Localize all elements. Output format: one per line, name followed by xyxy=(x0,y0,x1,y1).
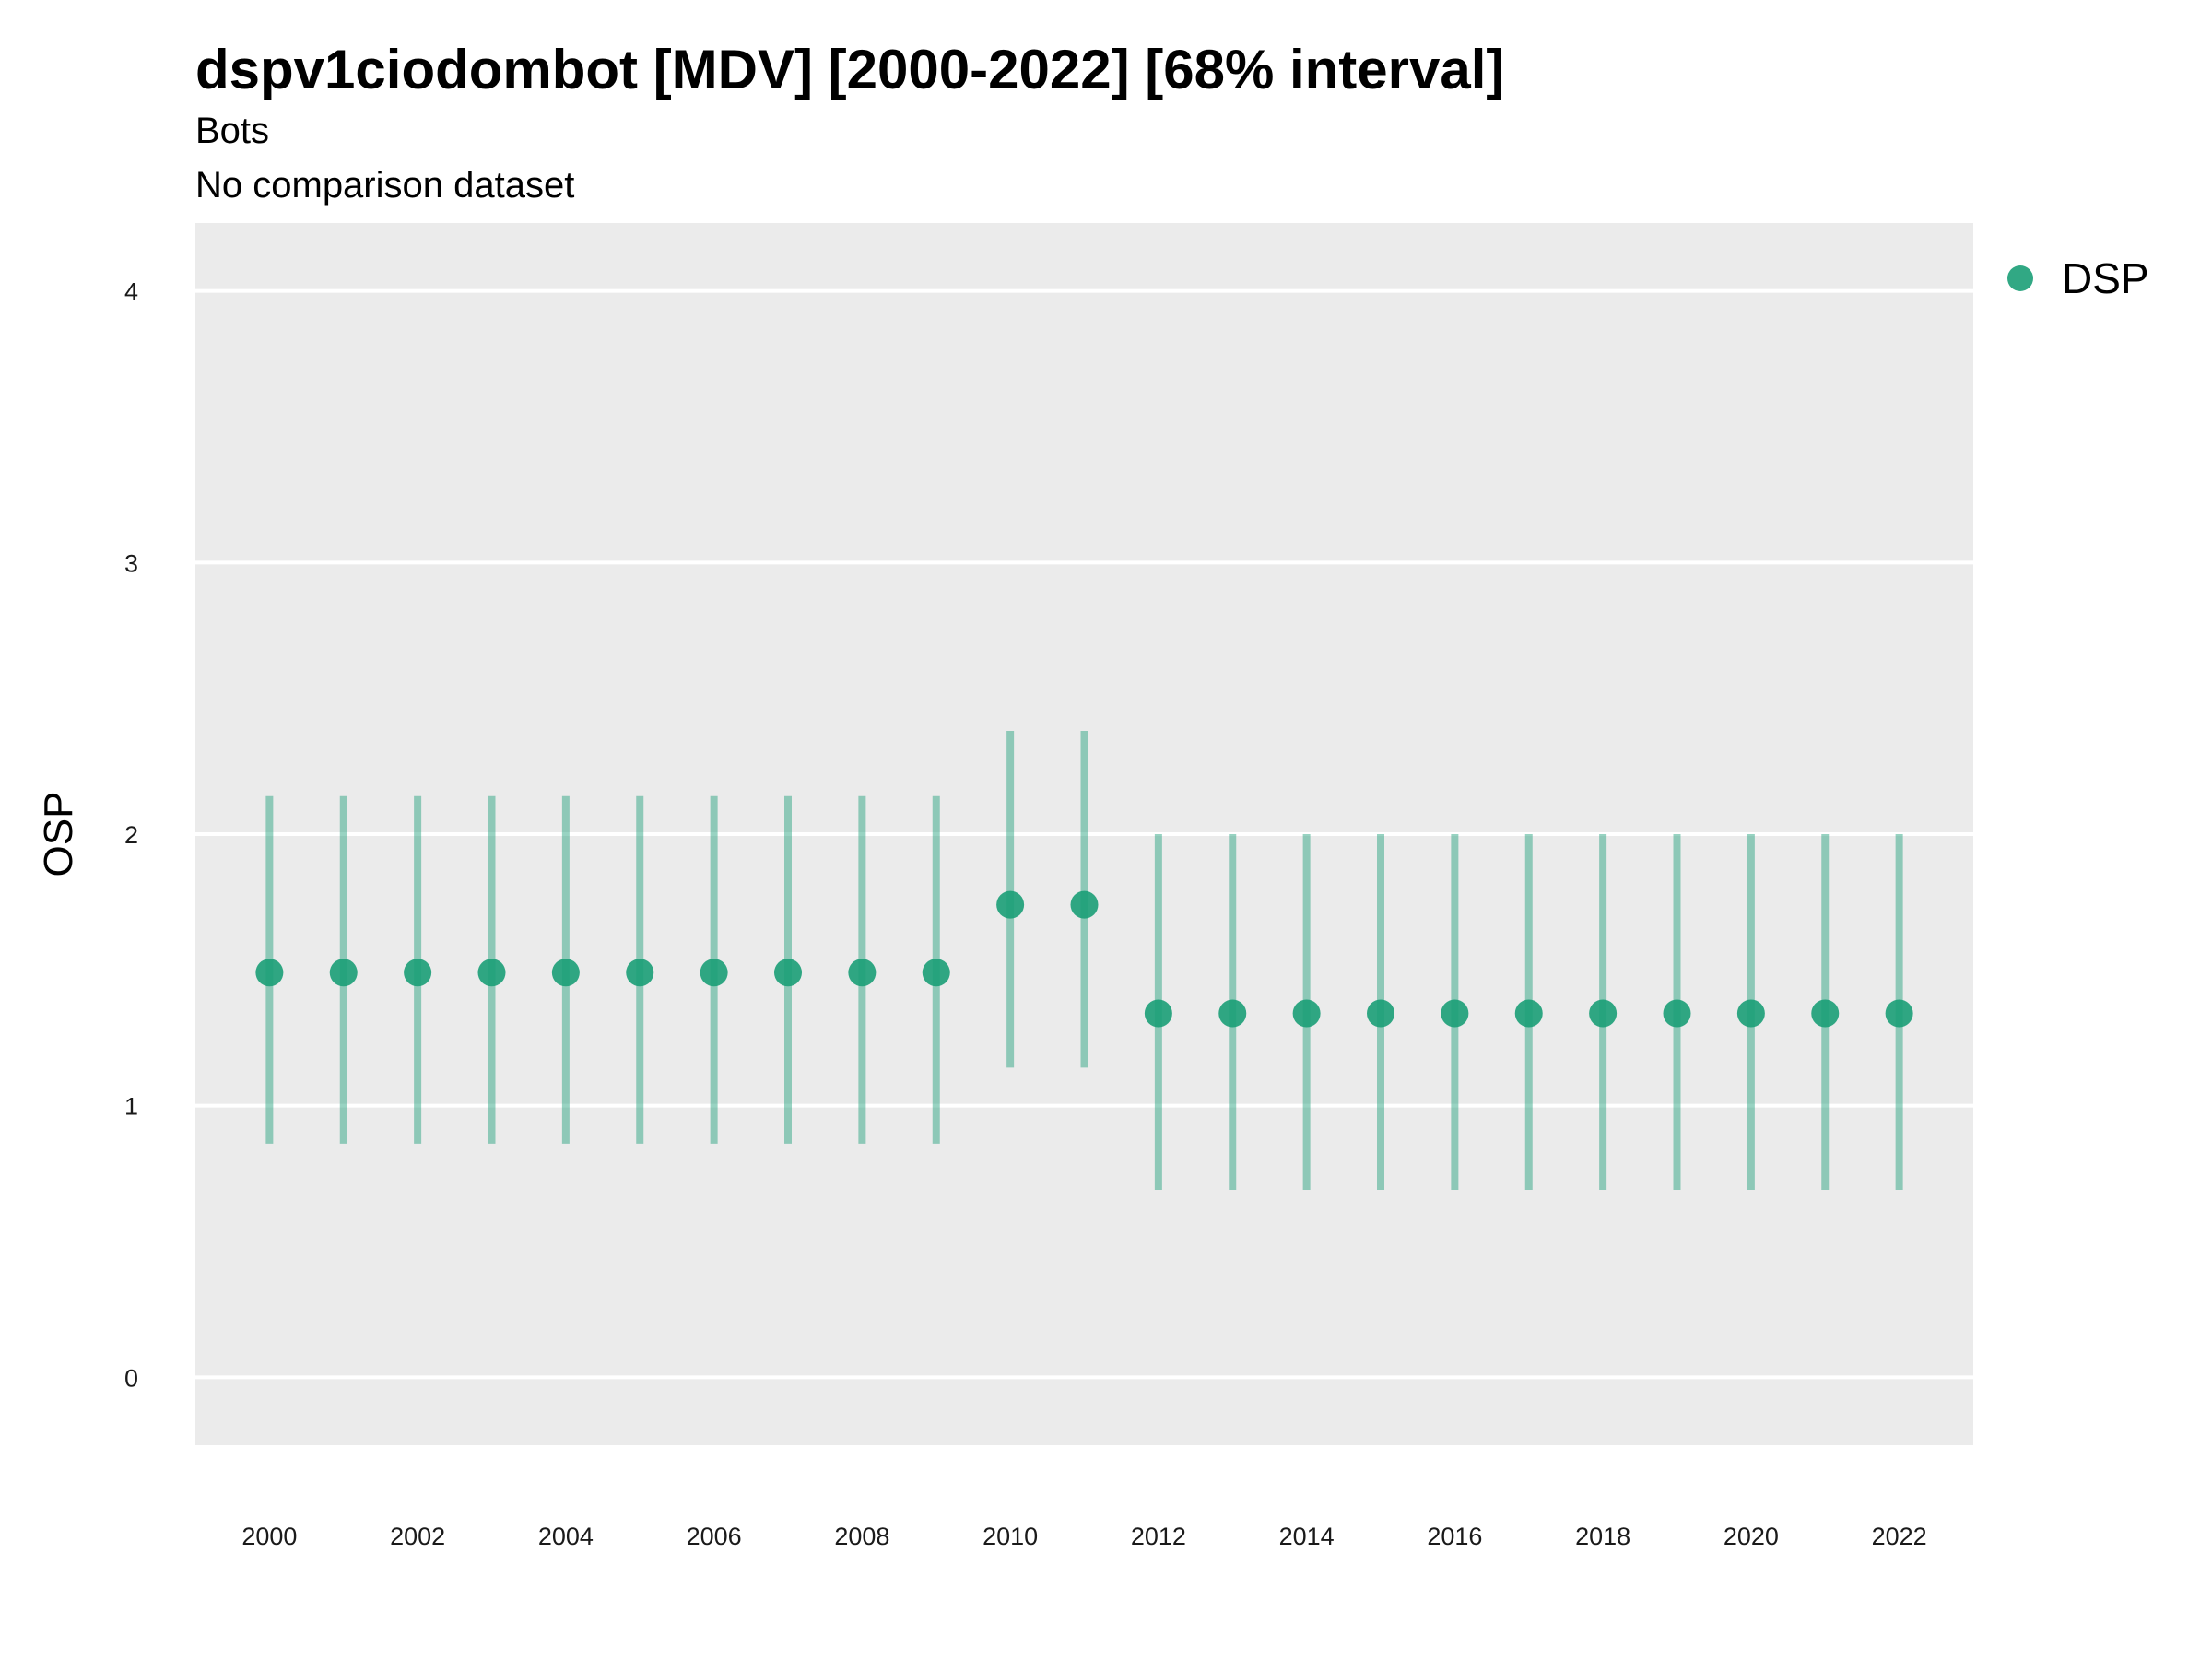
chart-subtitle-line-1: Bots xyxy=(195,111,269,151)
data-point xyxy=(255,959,284,987)
x-tick-label: 2004 xyxy=(538,1523,594,1550)
data-point xyxy=(700,959,728,987)
y-axis-ticks: 0 1 2 3 4 xyxy=(124,278,138,1393)
x-tick-label: 2022 xyxy=(1872,1523,1927,1550)
data-point xyxy=(1441,999,1469,1028)
data-point xyxy=(1589,999,1618,1028)
y-tick-label: 2 xyxy=(124,821,138,849)
gridlines xyxy=(195,288,1973,1380)
x-tick-label: 2020 xyxy=(1724,1523,1779,1550)
data-point xyxy=(1367,999,1394,1028)
legend-swatch-dsp xyxy=(2007,265,2033,291)
y-axis-title: OSP xyxy=(36,792,81,877)
data-point xyxy=(774,959,802,987)
x-tick-label: 2000 xyxy=(241,1523,297,1550)
data-point xyxy=(329,959,358,987)
y-tick-label: 3 xyxy=(124,549,138,577)
x-tick-label: 2002 xyxy=(390,1523,445,1550)
data-point xyxy=(1292,999,1321,1028)
data-point xyxy=(1663,999,1691,1028)
x-axis-ticks: 2000 2002 2004 2006 2008 2010 2012 2014 2016 2018… xyxy=(241,1523,1926,1550)
x-tick-label: 2014 xyxy=(1279,1523,1335,1550)
legend: DSP xyxy=(2007,254,2149,302)
data-point xyxy=(477,959,506,987)
data-marks xyxy=(255,731,1913,1191)
x-tick-label: 2006 xyxy=(687,1523,742,1550)
data-point xyxy=(1144,999,1172,1028)
data-point xyxy=(996,890,1025,919)
data-point xyxy=(1514,999,1543,1028)
x-tick-label: 2010 xyxy=(982,1523,1038,1550)
data-point xyxy=(626,959,654,987)
x-tick-label: 2018 xyxy=(1575,1523,1630,1550)
data-point xyxy=(1070,890,1099,919)
data-point xyxy=(404,959,432,987)
data-point xyxy=(1811,999,1840,1028)
data-point xyxy=(848,959,877,987)
y-tick-label: 1 xyxy=(124,1093,138,1121)
x-tick-label: 2012 xyxy=(1131,1523,1186,1550)
chart-subtitle-line-2: No comparison dataset xyxy=(195,165,574,206)
legend-label-dsp: DSP xyxy=(2062,254,2149,302)
y-tick-label: 0 xyxy=(124,1364,138,1392)
x-tick-label: 2016 xyxy=(1427,1523,1482,1550)
chart-title: dspv1ciodombot [MDV] [2000-2022] [68% in… xyxy=(195,39,1504,100)
data-point xyxy=(922,959,950,987)
x-tick-label: 2008 xyxy=(834,1523,889,1550)
data-point xyxy=(551,959,580,987)
y-tick-label: 4 xyxy=(124,278,138,306)
data-point xyxy=(1885,999,1913,1028)
data-point xyxy=(1736,999,1765,1028)
data-point xyxy=(1218,999,1247,1028)
